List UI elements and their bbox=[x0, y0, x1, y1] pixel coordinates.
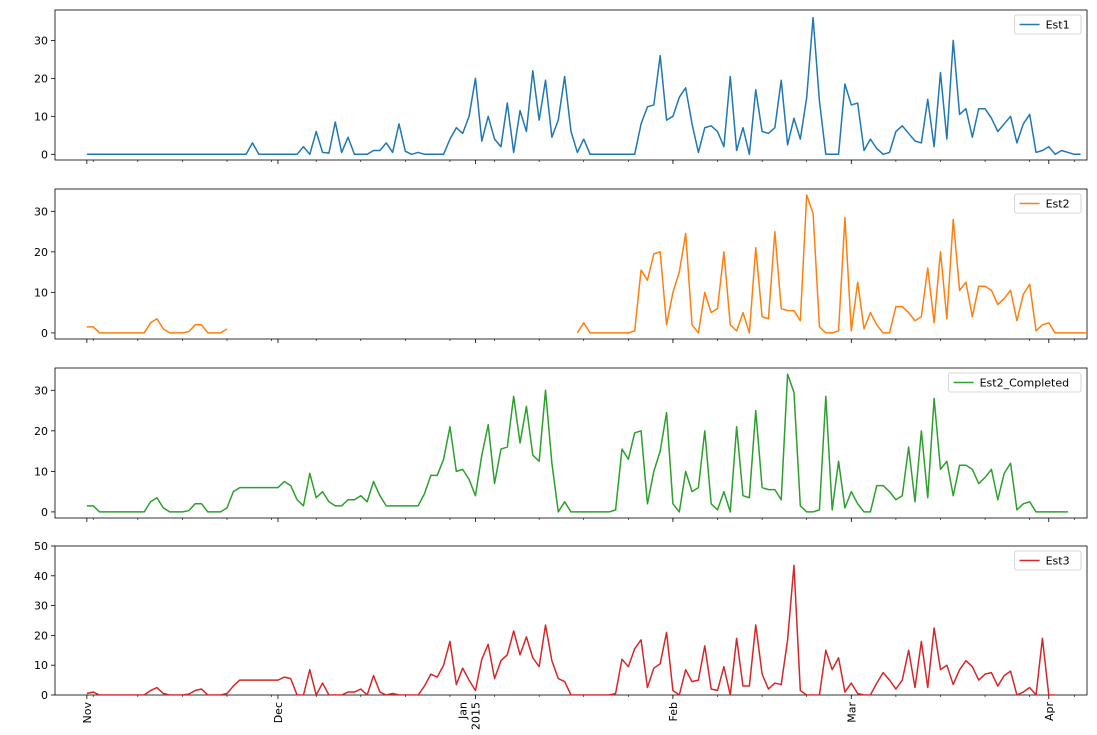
legend-label: Est2 bbox=[1046, 198, 1070, 211]
x-tick-label: 2015 bbox=[469, 702, 482, 730]
x-tick-label: Nov bbox=[81, 702, 94, 724]
x-tick-label: Apr bbox=[1043, 702, 1056, 722]
legend-label: Est2_Completed bbox=[980, 377, 1070, 390]
y-tick-label: 40 bbox=[34, 570, 48, 583]
legend-label: Est3 bbox=[1046, 555, 1070, 568]
panel-est2: 0 10 20 30 Est2 bbox=[34, 188, 1088, 343]
series-line-est3 bbox=[86, 564, 1056, 695]
legend-box bbox=[1014, 550, 1082, 571]
y-tick-label: 0 bbox=[41, 689, 48, 702]
x-tick-label: Jan bbox=[456, 702, 469, 720]
y-tick-label: 0 bbox=[41, 327, 48, 340]
y-tick-label: 50 bbox=[34, 540, 48, 553]
series-line-est1 bbox=[86, 16, 1081, 156]
panel-est2-completed: 0 10 20 30 Est2_Completed bbox=[34, 367, 1088, 522]
y-tick-label: 20 bbox=[34, 72, 48, 85]
plot-frame bbox=[54, 545, 1088, 696]
x-tick-label: Dec bbox=[272, 702, 285, 723]
x-tick-label: Feb bbox=[667, 702, 680, 721]
y-tick-label: 30 bbox=[34, 384, 48, 397]
y-tick-label: 10 bbox=[34, 286, 48, 299]
y-tick-label: 20 bbox=[34, 425, 48, 438]
legend-box bbox=[1014, 193, 1082, 214]
y-tick-label: 10 bbox=[34, 465, 48, 478]
y-tick-label: 20 bbox=[34, 629, 48, 642]
y-tick-label: 30 bbox=[34, 34, 48, 47]
plot-frame bbox=[54, 9, 1088, 161]
y-tick-label: 20 bbox=[34, 246, 48, 259]
series-line-est2 bbox=[86, 194, 1087, 334]
panel-est3: 0 10 20 30 40 50 Est3 bbox=[34, 540, 1088, 702]
legend-label: Est1 bbox=[1046, 19, 1070, 32]
panel-est1: 0 10 20 30 Est1 bbox=[34, 9, 1088, 164]
series-line-est2-completed bbox=[86, 373, 1068, 513]
plot-frame bbox=[54, 188, 1088, 340]
y-tick-label: 0 bbox=[41, 506, 48, 519]
legend-box bbox=[948, 372, 1082, 393]
y-tick-label: 30 bbox=[34, 205, 48, 218]
y-tick-label: 0 bbox=[41, 148, 48, 161]
legend-box bbox=[1014, 14, 1082, 35]
y-tick-label: 30 bbox=[34, 600, 48, 613]
y-tick-label: 10 bbox=[34, 659, 48, 672]
y-tick-label: 10 bbox=[34, 110, 48, 123]
x-tick-label: Mar bbox=[845, 702, 858, 723]
plot-frame bbox=[54, 367, 1088, 519]
